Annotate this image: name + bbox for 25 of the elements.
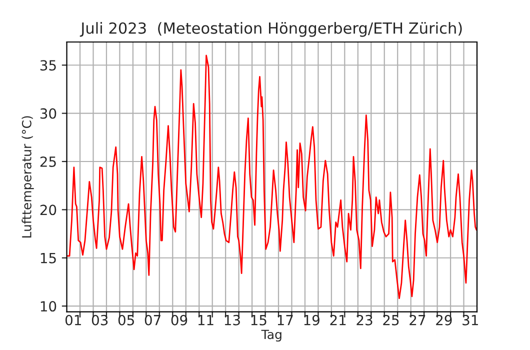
y-tick-label: 30 [40,108,56,119]
x-tick-label: 17 [278,315,293,326]
x-axis-title: Tag [261,330,282,342]
x-tick-label: 19 [304,314,320,326]
y-tick-label: 25 [40,156,56,167]
x-tick-label: 11 [198,315,214,326]
y-tick-label: 15 [40,253,56,264]
x-tick-label: 01 [65,314,81,326]
x-tick-label: 03 [92,314,108,326]
x-tick-label: 25 [383,314,399,326]
x-tick-label: 31 [462,314,478,326]
x-tick-label: 23 [356,314,372,326]
chart-title: Juli 2023 (Meteostation Hönggerberg/ETH Zürich) [80,22,462,37]
y-tick-label: 35 [40,60,56,71]
x-tick-label: 07 [144,314,160,326]
x-tick-label: 09 [171,314,188,326]
x-tick-label: 05 [118,314,134,326]
x-tick-label: 21 [330,314,346,326]
x-tick-label: 13 [224,314,240,326]
x-tick-label: 29 [436,314,452,326]
line-series [66,54,477,300]
y-tick-label: 10 [40,301,56,312]
y-tick-label: 20 [40,204,56,216]
x-tick-label: 15 [251,315,266,326]
y-axis-title: Lufttemperatur (°C) [22,116,34,238]
